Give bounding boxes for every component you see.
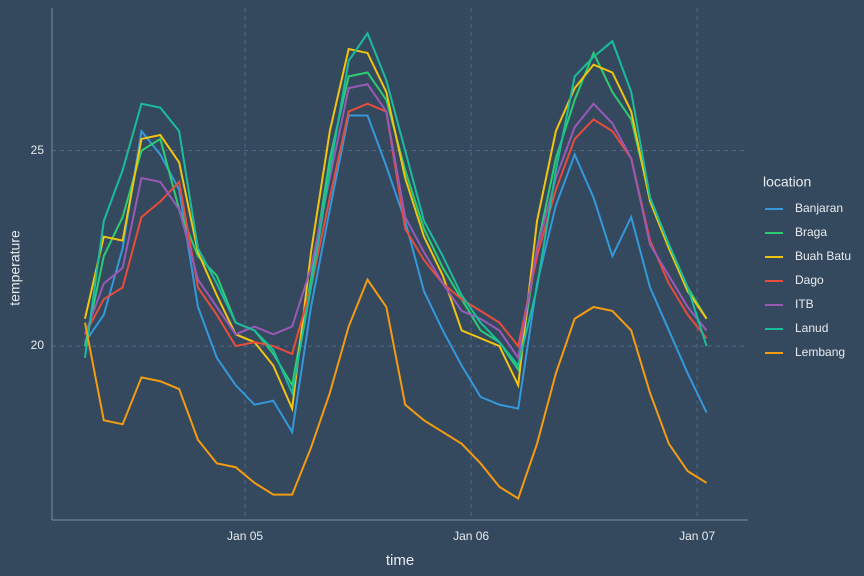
legend-label: Banjaran	[795, 201, 843, 215]
legend-label: Braga	[795, 225, 827, 239]
legend-title: location	[763, 174, 811, 190]
x-axis-label: time	[386, 552, 414, 569]
line-series	[84, 102, 708, 356]
y-axis-label: temperature	[7, 230, 23, 306]
line-series	[84, 83, 708, 361]
line-series	[83, 50, 708, 388]
x-tick-label: Jan 07	[679, 529, 715, 543]
line-series	[83, 31, 708, 397]
x-tick-label: Jan 06	[453, 529, 489, 543]
line-series	[84, 114, 708, 435]
y-tick-label: 20	[31, 338, 45, 352]
y-tick-label: 25	[31, 143, 45, 157]
line-series	[83, 277, 708, 501]
legend-label: Dago	[795, 273, 824, 287]
legend-label: Lanud	[795, 321, 828, 335]
x-tick-label: Jan 05	[227, 529, 263, 543]
legend-label: Lembang	[795, 345, 845, 359]
legend-label: ITB	[795, 297, 814, 311]
legend-label: Buah Batu	[795, 249, 851, 263]
line-series	[83, 47, 708, 413]
